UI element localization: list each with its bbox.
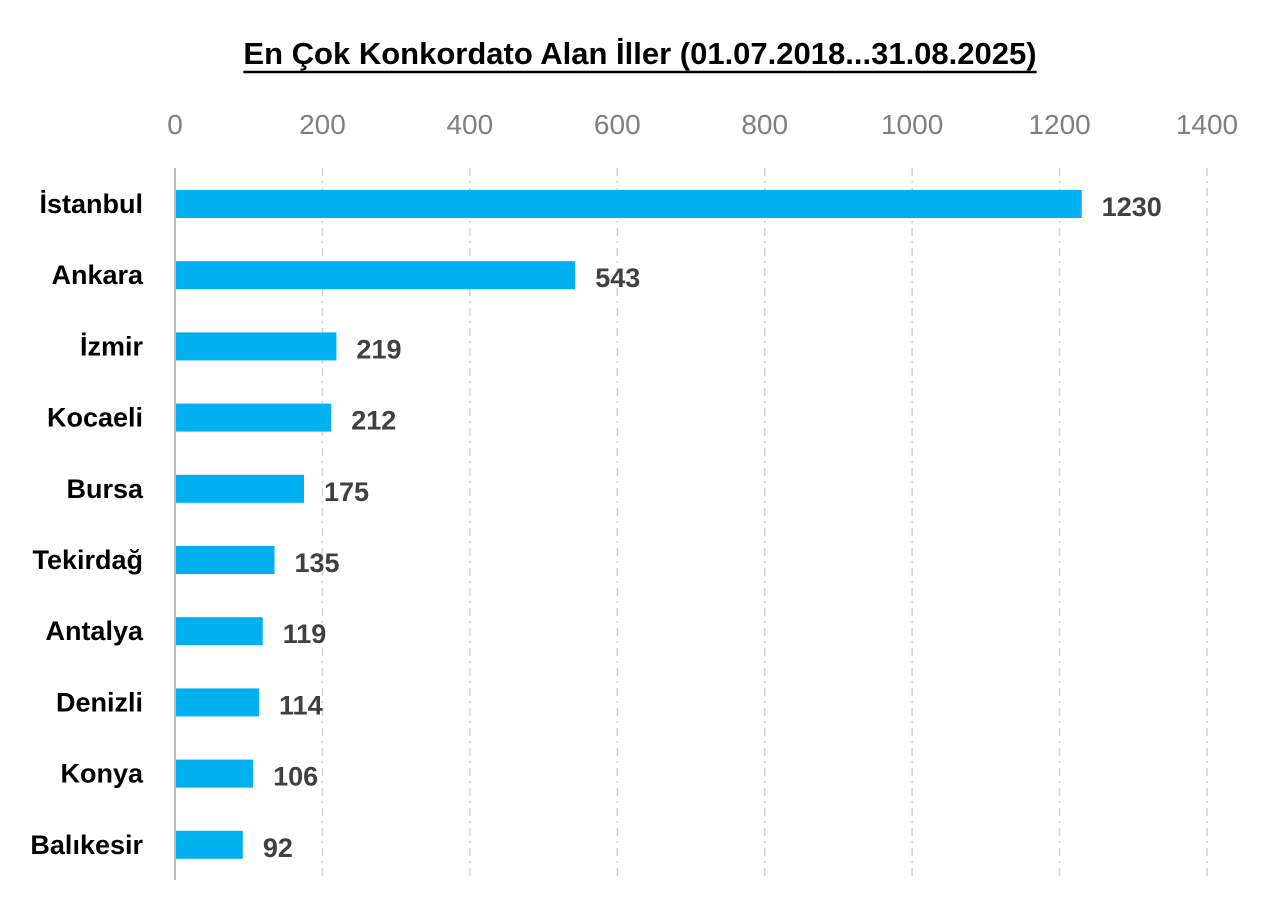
bar (176, 474, 304, 503)
category-label: Denizli (56, 687, 143, 717)
data-label: 135 (295, 548, 340, 578)
gridlines (321, 168, 1208, 880)
category-label: Balıkesir (30, 830, 143, 860)
bar (176, 546, 275, 574)
axes: 0 200 400 600 800 1000 1200 1400 İstanbul 1230 Ank… (30, 109, 1238, 880)
category-label: Konya (60, 759, 144, 789)
x-tick-label: 600 (594, 109, 641, 140)
category-label: Ankara (51, 260, 144, 290)
data-label: 106 (273, 762, 318, 792)
category-label: Kocaeli (47, 403, 143, 433)
x-tick-label: 200 (299, 109, 346, 140)
bar (176, 617, 263, 646)
bar (176, 261, 576, 290)
bar (176, 759, 254, 788)
data-label: 119 (283, 619, 327, 649)
x-tick-label: 1000 (881, 109, 943, 140)
bar (176, 403, 332, 432)
category-label: Tekirdağ (32, 545, 143, 575)
data-label: 114 (279, 690, 323, 720)
bar (176, 688, 260, 717)
category-label: İzmir (80, 331, 144, 361)
bars (176, 190, 1082, 859)
bar (176, 830, 243, 859)
category-label: Antalya (45, 616, 144, 646)
data-label: 212 (351, 406, 396, 436)
chart-title: En Çok Konkordato Alan İller (01.07.2018… (243, 36, 1036, 71)
x-tick-label: 400 (446, 109, 493, 140)
data-label: 92 (263, 833, 293, 863)
bar (176, 332, 337, 361)
bar (176, 190, 1082, 218)
category-label: Bursa (66, 474, 144, 504)
x-tick-label: 800 (741, 109, 788, 140)
category-label: İstanbul (39, 189, 143, 219)
data-label: 1230 (1102, 192, 1162, 222)
x-tick-label: 1200 (1028, 109, 1090, 140)
x-tick-label: 0 (167, 109, 183, 140)
data-label: 219 (356, 334, 401, 364)
x-tick-label: 1400 (1176, 109, 1238, 140)
data-label: 175 (324, 477, 369, 507)
data-label: 543 (595, 263, 640, 293)
